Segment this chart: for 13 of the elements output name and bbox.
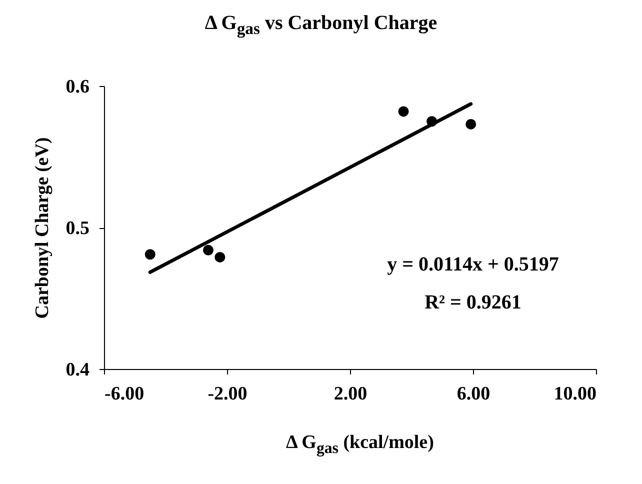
y-axis-title: Carbonyl Charge (eV) [32, 137, 53, 319]
x-tick-label: 2.00 [334, 384, 368, 404]
x-tick-label: -2.00 [208, 384, 248, 404]
y-tick-label: 0.4 [66, 360, 90, 380]
annotation: y = 0.0114x + 0.5197 [387, 253, 559, 276]
y-tick-label: 0.6 [66, 76, 90, 98]
x-tick-label: -6.00 [104, 384, 144, 404]
y-tick-label: 0.5 [66, 218, 90, 239]
annotation: R² = 0.9261 [424, 291, 522, 314]
x-tick-label: 10.00 [554, 384, 596, 404]
x-axis-title: Δ G$_{gas}$ (kcal/mole) [285, 432, 435, 458]
x-tick-label: 6.00 [456, 384, 490, 404]
chart-title: Δ G$_{gas}$ vs Carbonyl Charge [204, 12, 438, 39]
